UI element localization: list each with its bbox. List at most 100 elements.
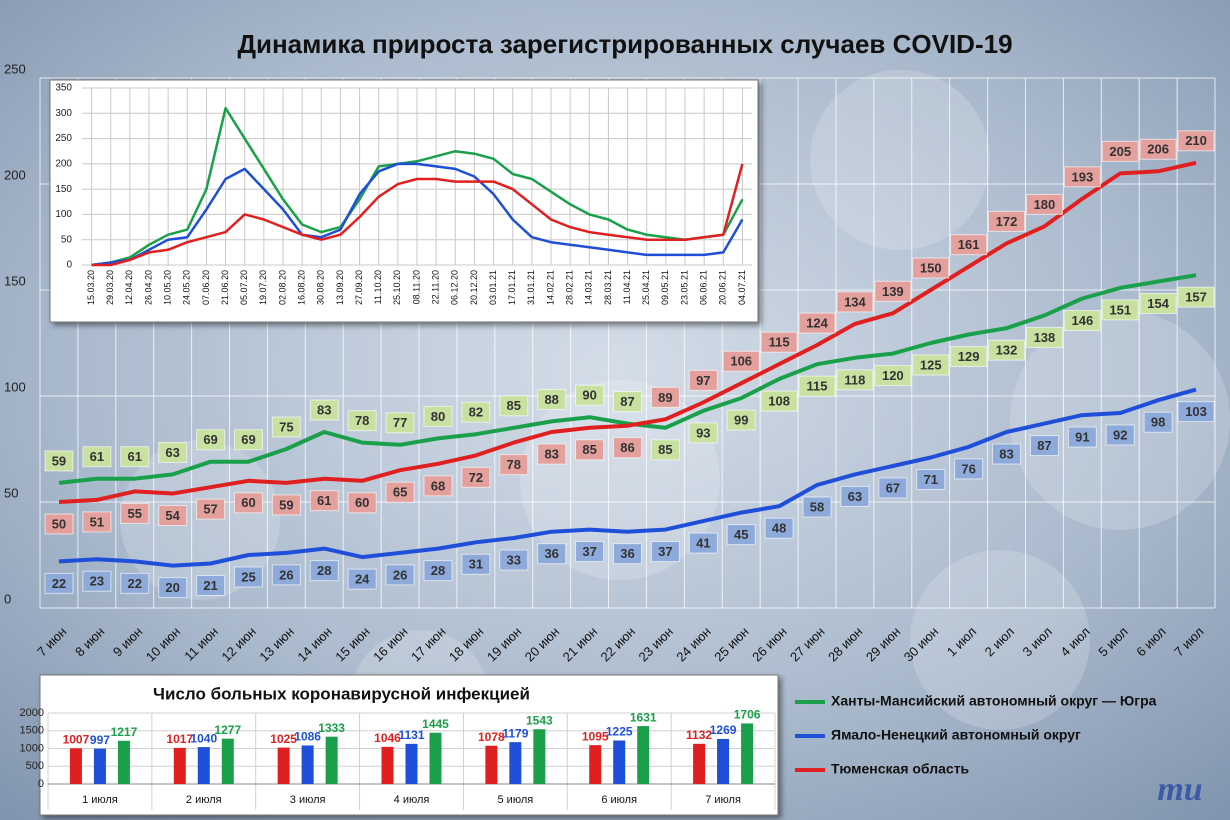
x-tick-label: 27.09.20 [354, 270, 364, 305]
value-label-box [802, 496, 832, 518]
value-label: 25 [241, 569, 255, 584]
value-label: 1217 [111, 725, 138, 739]
x-tick-label: 24.05.20 [182, 270, 192, 305]
series-line [58, 273, 1197, 485]
bar [93, 748, 106, 784]
value-label: 48 [772, 521, 786, 536]
value-label: 60 [241, 495, 255, 510]
value-label: 151 [1109, 302, 1131, 317]
value-label-box [1105, 424, 1135, 446]
x-tick-label: 22.11.20 [431, 270, 441, 304]
x-tick-label: 11.10.20 [373, 270, 383, 304]
value-label: 69 [241, 432, 255, 447]
value-label: 57 [203, 502, 217, 517]
value-label: 1706 [734, 708, 761, 722]
y-tick-label: 250 [55, 133, 72, 144]
value-label: 139 [882, 284, 904, 299]
value-label: 59 [52, 453, 66, 468]
x-tick-label: 25.04.21 [641, 270, 651, 305]
value-label: 31 [469, 557, 483, 572]
x-tick-label: 20.06.21 [718, 270, 728, 305]
x-tick-label: 15.03.20 [86, 270, 96, 305]
value-label: 1543 [526, 713, 553, 727]
legend: Ханты-Мансийский автономный округ — Югра… [795, 693, 1157, 777]
value-label-box [1063, 166, 1101, 188]
bar [197, 747, 210, 784]
value-label-box [798, 312, 836, 334]
value-label: 82 [469, 405, 483, 420]
bar [509, 742, 522, 784]
value-label: 83 [999, 446, 1013, 461]
bar [405, 743, 418, 784]
value-label-box [461, 401, 491, 423]
value-label-box [992, 443, 1022, 465]
inset-panel [49, 79, 759, 323]
value-label-box [233, 566, 263, 588]
value-label-box [688, 532, 718, 554]
y-tick-label: 300 [55, 108, 72, 119]
value-label-box [347, 410, 377, 432]
x-tick-label: 4 июля [394, 794, 430, 806]
logo: mu [1157, 771, 1202, 808]
value-label: 36 [620, 546, 634, 561]
y-tick-label: 2000 [20, 707, 44, 719]
bar [717, 738, 730, 784]
value-label-box [347, 568, 377, 590]
value-label-box [347, 492, 377, 514]
y-tick-label: 200 [4, 167, 26, 182]
y-tick-label: 250 [4, 61, 26, 76]
value-label-box [44, 513, 74, 535]
value-label: 69 [203, 432, 217, 447]
value-label-box [954, 458, 984, 480]
value-label: 1095 [582, 729, 609, 743]
value-label-box [196, 574, 226, 596]
value-label: 86 [620, 440, 634, 455]
value-label-box [499, 454, 529, 476]
value-label: 22 [52, 576, 66, 591]
value-label-box [1177, 401, 1215, 423]
value-label: 83 [544, 446, 558, 461]
value-label-box [726, 409, 756, 431]
value-label-box [798, 375, 836, 397]
x-tick-label: 28.03.21 [603, 270, 613, 305]
value-label: 161 [958, 237, 980, 252]
value-label-box [385, 412, 415, 434]
value-label: 1132 [686, 728, 712, 742]
x-tick-label: 29.03.20 [105, 270, 115, 305]
value-label: 1025 [270, 732, 297, 746]
value-label: 36 [544, 546, 558, 561]
value-label: 89 [658, 390, 672, 405]
value-label: 98 [1151, 415, 1165, 430]
value-label-box [916, 468, 946, 490]
value-label-box [840, 485, 870, 507]
value-label: 20 [165, 580, 179, 595]
value-label: 154 [1147, 296, 1169, 311]
value-label-box [1177, 286, 1215, 308]
x-tick-label: 10.05.20 [163, 270, 173, 305]
x-tick-label: 7 июля [705, 794, 741, 806]
value-label: 99 [734, 413, 748, 428]
value-label: 1086 [294, 730, 321, 744]
value-label: 65 [393, 485, 407, 500]
y-tick-label: 50 [4, 485, 18, 500]
value-label-box [912, 257, 950, 279]
x-tick-label: 1 июля [82, 794, 118, 806]
bar [429, 732, 442, 784]
x-tick-label: 11.04.21 [622, 270, 632, 304]
value-label-box [82, 446, 112, 468]
y-tick-label: 150 [55, 184, 72, 195]
chart-title: Число больных коронавирусной инфекцией [153, 684, 530, 703]
value-label: 23 [90, 574, 104, 589]
value-label: 54 [165, 508, 180, 523]
bar [533, 729, 546, 784]
value-label: 67 [886, 480, 900, 495]
x-tick-label: 6 июля [601, 794, 637, 806]
value-label: 61 [128, 449, 142, 464]
value-label-box [233, 429, 263, 451]
y-tick-label: 0 [66, 260, 72, 271]
value-label-box [44, 450, 74, 472]
value-label: 78 [507, 457, 521, 472]
x-tick-label: 13.09.20 [335, 270, 345, 305]
y-tick-label: 350 [55, 83, 72, 94]
